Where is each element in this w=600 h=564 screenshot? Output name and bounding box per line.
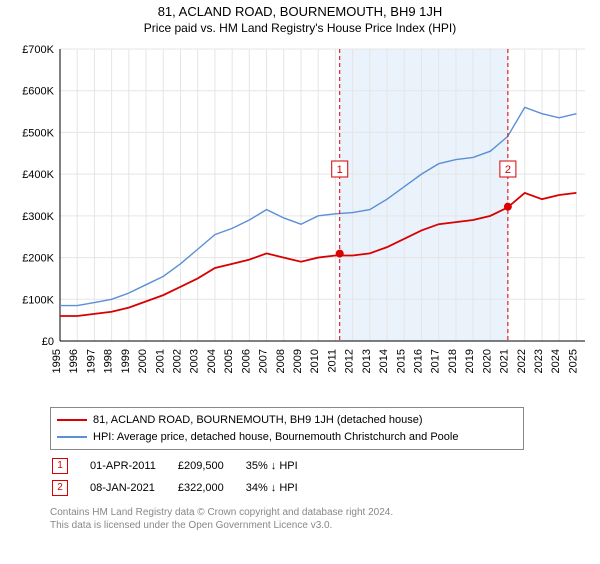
svg-text:2006: 2006	[240, 349, 252, 373]
legend-item-hpi: HPI: Average price, detached house, Bour…	[57, 429, 517, 446]
legend-label-hpi: HPI: Average price, detached house, Bour…	[93, 429, 458, 446]
legend-item-price-paid: 81, ACLAND ROAD, BOURNEMOUTH, BH9 1JH (d…	[57, 412, 517, 429]
svg-text:1995: 1995	[51, 349, 63, 373]
svg-text:2009: 2009	[292, 349, 304, 373]
legend-swatch-hpi	[57, 436, 87, 438]
svg-text:2010: 2010	[309, 349, 321, 373]
svg-text:2025: 2025	[567, 349, 579, 373]
svg-text:2020: 2020	[481, 349, 493, 373]
sale-price: £209,500	[178, 456, 244, 476]
svg-text:£400K: £400K	[22, 169, 54, 181]
svg-text:2021: 2021	[499, 349, 511, 373]
svg-text:2004: 2004	[206, 349, 218, 373]
svg-text:£300K: £300K	[22, 211, 54, 223]
svg-text:£200K: £200K	[22, 253, 54, 265]
sales-table: 1 01-APR-2011 £209,500 35% ↓ HPI 2 08-JA…	[50, 454, 320, 500]
svg-text:2003: 2003	[189, 349, 201, 373]
chart-svg: £0 £100K £200K £300K £400K £500K £600K £700K 199…	[10, 41, 590, 401]
sale-pct: 34% ↓ HPI	[246, 478, 318, 498]
chart-title: 81, ACLAND ROAD, BOURNEMOUTH, BH9 1JH	[0, 4, 600, 19]
svg-text:£500K: £500K	[22, 127, 54, 139]
legend-swatch-price-paid	[57, 419, 87, 421]
svg-text:£0: £0	[42, 336, 54, 348]
svg-text:2000: 2000	[137, 349, 149, 373]
legend-label-price-paid: 81, ACLAND ROAD, BOURNEMOUTH, BH9 1JH (d…	[93, 412, 423, 429]
svg-text:2023: 2023	[533, 349, 545, 373]
svg-text:2015: 2015	[395, 349, 407, 373]
svg-text:2012: 2012	[344, 349, 356, 373]
attribution-line1: Contains HM Land Registry data © Crown c…	[50, 506, 590, 519]
marker-badge-2: 2	[52, 480, 68, 496]
sale-price: £322,000	[178, 478, 244, 498]
legend: 81, ACLAND ROAD, BOURNEMOUTH, BH9 1JH (d…	[50, 407, 524, 450]
svg-text:2022: 2022	[516, 349, 528, 373]
sale-date: 01-APR-2011	[90, 456, 176, 476]
svg-text:1998: 1998	[103, 349, 115, 373]
svg-text:1996: 1996	[68, 349, 80, 373]
sale-pct: 35% ↓ HPI	[246, 456, 318, 476]
table-row: 2 08-JAN-2021 £322,000 34% ↓ HPI	[52, 478, 318, 498]
svg-text:1999: 1999	[120, 349, 132, 373]
svg-text:2019: 2019	[464, 349, 476, 373]
svg-text:2018: 2018	[447, 349, 459, 373]
svg-text:1: 1	[337, 164, 343, 176]
svg-text:1997: 1997	[85, 349, 97, 373]
sale-date: 08-JAN-2021	[90, 478, 176, 498]
marker-badge-1: 1	[52, 458, 68, 474]
attribution-line2: This data is licensed under the Open Gov…	[50, 519, 590, 532]
svg-text:2017: 2017	[430, 349, 442, 373]
svg-text:2011: 2011	[326, 349, 338, 373]
svg-text:£600K: £600K	[22, 86, 54, 98]
svg-text:£100K: £100K	[22, 294, 54, 306]
svg-text:2008: 2008	[275, 349, 287, 373]
svg-text:2013: 2013	[361, 349, 373, 373]
svg-text:2005: 2005	[223, 349, 235, 373]
svg-text:2002: 2002	[171, 349, 183, 373]
price-chart: £0 £100K £200K £300K £400K £500K £600K £700K 199…	[10, 41, 590, 401]
svg-text:£700K: £700K	[22, 44, 54, 56]
svg-text:2: 2	[505, 164, 511, 176]
chart-subtitle: Price paid vs. HM Land Registry's House …	[0, 21, 600, 35]
attribution: Contains HM Land Registry data © Crown c…	[50, 506, 590, 532]
svg-text:2014: 2014	[378, 349, 390, 373]
svg-text:2016: 2016	[412, 349, 424, 373]
table-row: 1 01-APR-2011 £209,500 35% ↓ HPI	[52, 456, 318, 476]
svg-text:2007: 2007	[258, 349, 270, 373]
svg-text:2024: 2024	[550, 349, 562, 373]
svg-text:2001: 2001	[154, 349, 166, 373]
